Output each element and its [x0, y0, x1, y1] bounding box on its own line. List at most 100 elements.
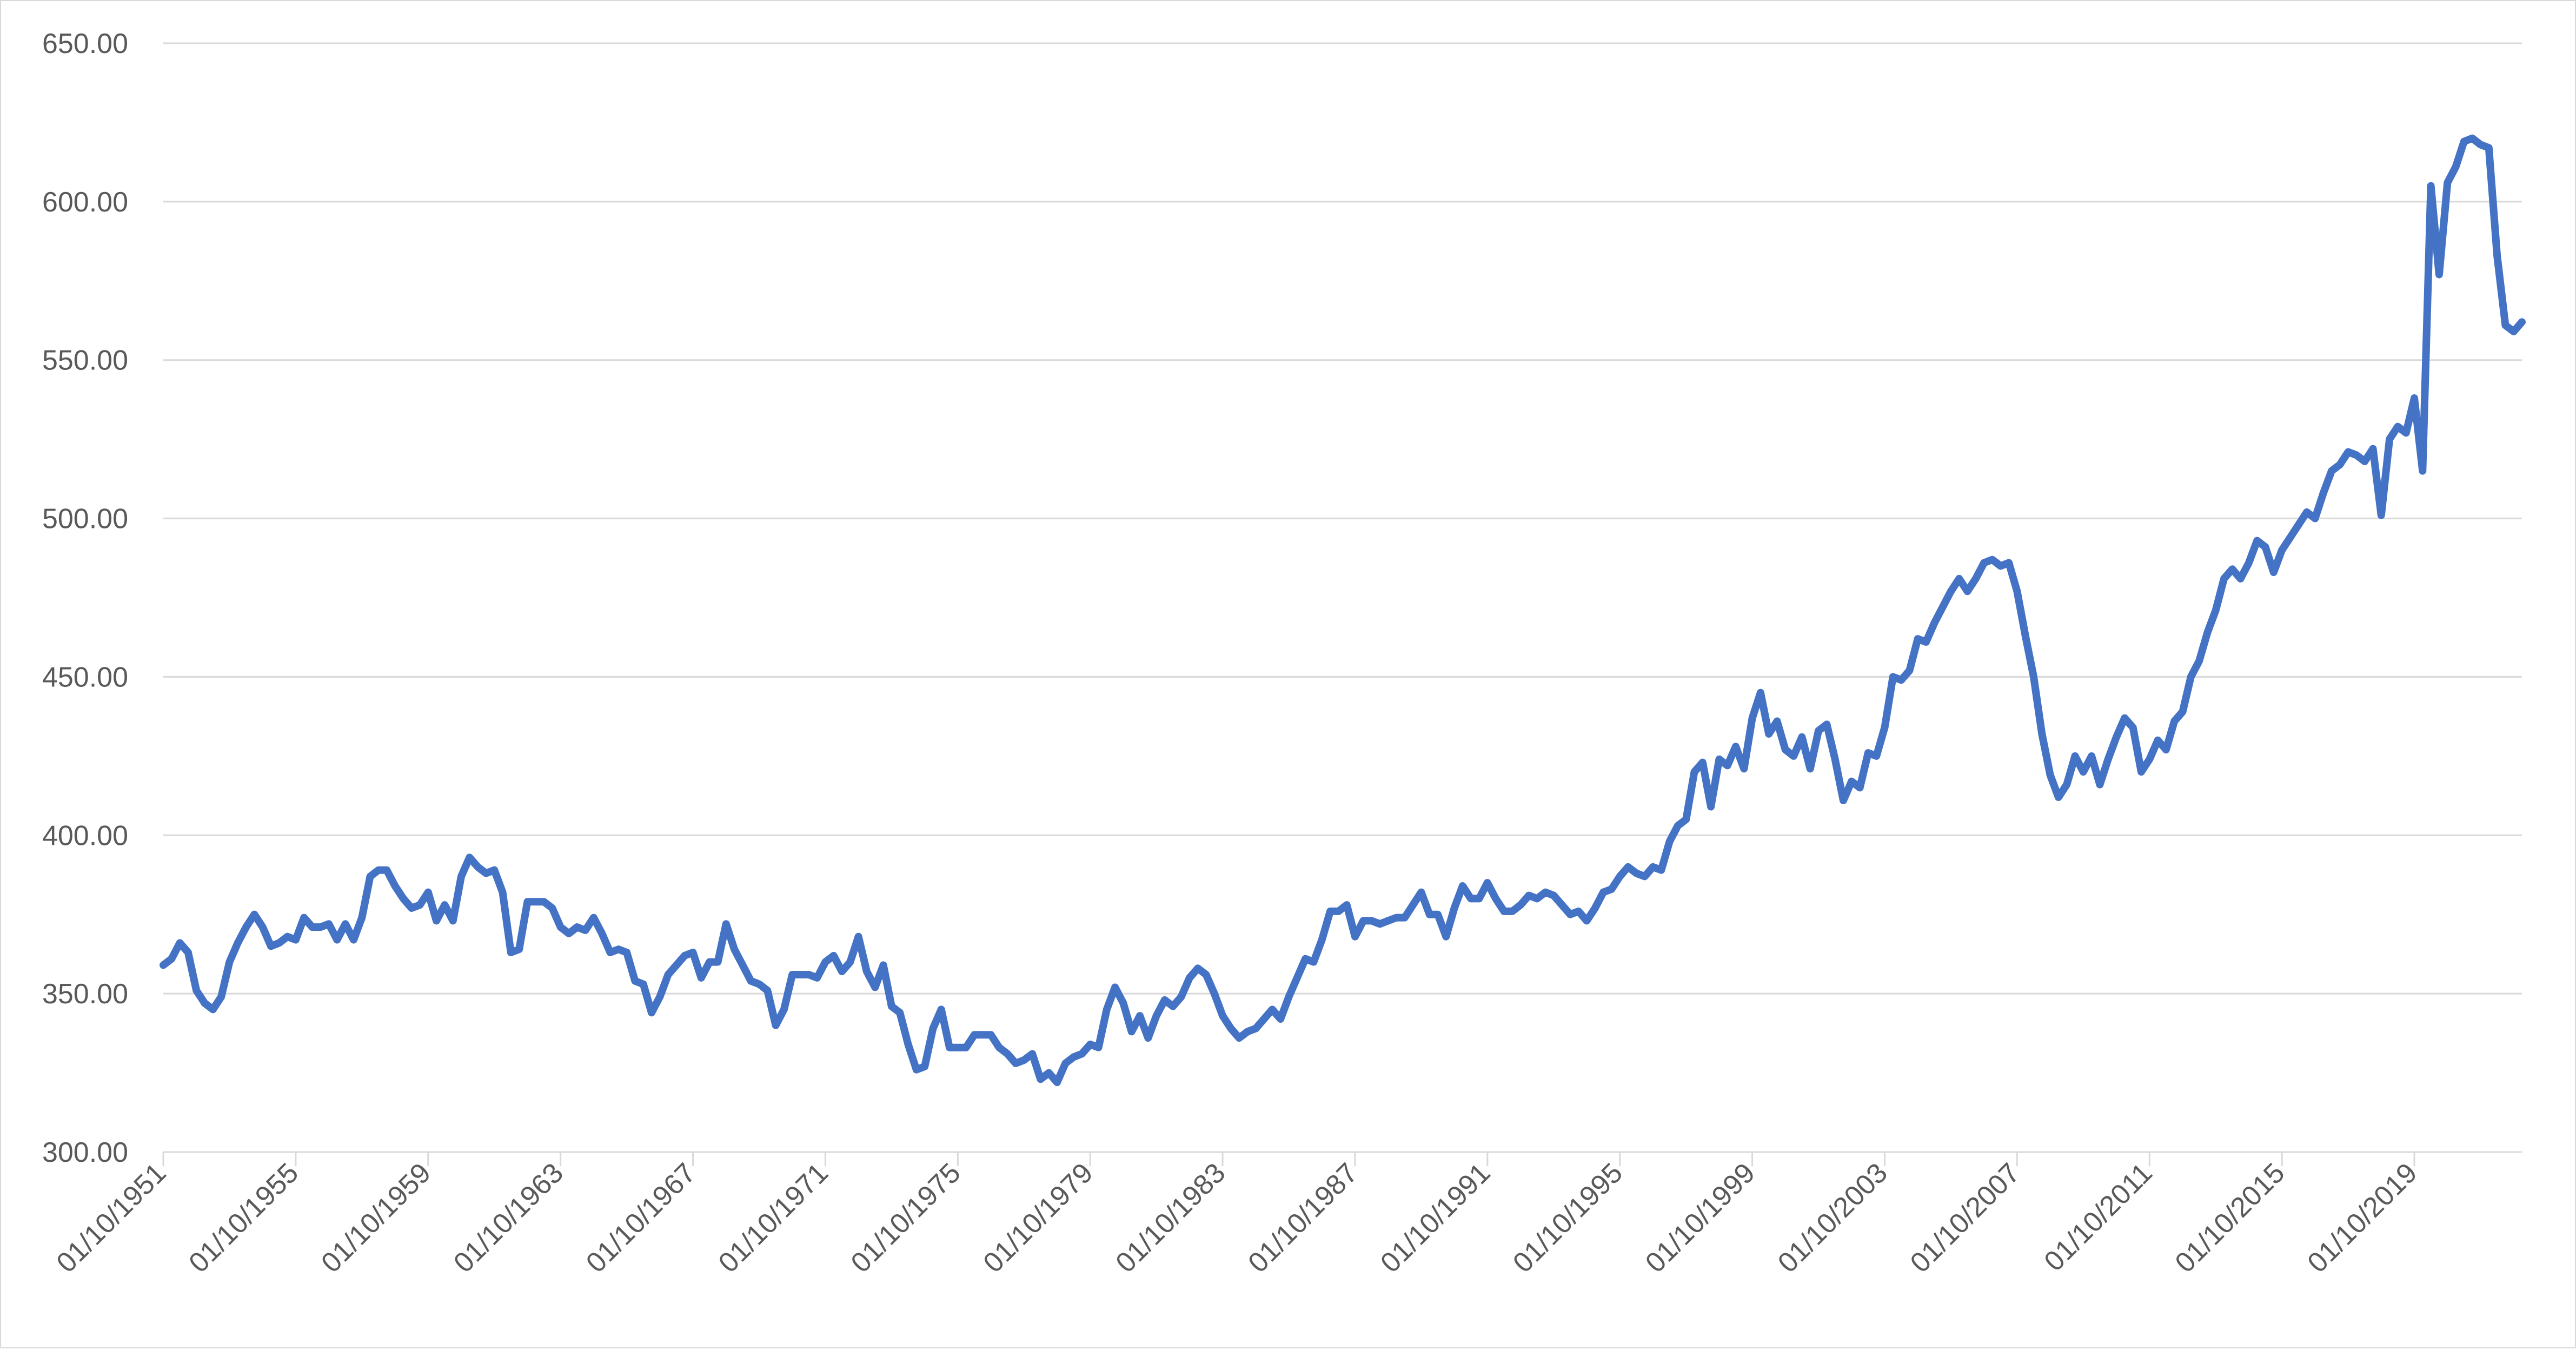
data-point — [1285, 993, 1293, 1001]
data-point — [433, 917, 440, 924]
data-point — [1061, 1060, 1069, 1067]
data-point — [913, 1066, 920, 1074]
data-point — [2394, 423, 2401, 431]
data-point — [590, 914, 597, 922]
data-point — [2228, 565, 2236, 573]
data-point — [921, 1063, 928, 1070]
data-point — [1608, 885, 1615, 893]
data-point — [2038, 730, 2046, 738]
data-point — [1542, 889, 1549, 896]
data-point — [731, 945, 738, 953]
data-point — [1509, 908, 1516, 915]
data-point — [474, 863, 482, 871]
x-tick-label: 01/10/2015 — [2169, 1157, 2291, 1279]
data-point — [1376, 920, 1384, 928]
data-point — [1111, 983, 1119, 991]
data-point — [2022, 632, 2029, 639]
data-point — [846, 958, 854, 966]
data-point — [2353, 451, 2360, 459]
data-point — [259, 923, 267, 931]
data-point — [1757, 689, 1764, 697]
data-point — [1897, 676, 1905, 684]
data-point — [797, 971, 805, 978]
data-point — [2361, 458, 2368, 465]
data-point — [1095, 1044, 1103, 1051]
data-point — [309, 923, 316, 931]
data-point — [350, 936, 357, 944]
data-point — [805, 971, 813, 978]
data-point — [2345, 448, 2352, 456]
data-point — [788, 971, 796, 978]
data-point — [482, 870, 490, 877]
data-point — [648, 1009, 655, 1016]
data-point — [2005, 559, 2013, 567]
data-point — [2411, 394, 2418, 402]
y-tick-label: 400.00 — [42, 820, 128, 851]
y-tick-label: 450.00 — [42, 661, 128, 693]
series-layer — [160, 134, 2526, 1087]
data-point — [1417, 889, 1425, 896]
data-point — [1252, 1025, 1259, 1033]
data-point — [1178, 993, 1185, 1001]
data-point — [1632, 870, 1640, 877]
data-point — [1699, 759, 1707, 766]
data-point — [2129, 724, 2137, 731]
data-point — [2295, 521, 2302, 528]
data-point — [2121, 714, 2128, 722]
y-tick-label: 650.00 — [42, 28, 128, 59]
data-point — [1774, 717, 1781, 725]
data-point — [896, 1009, 904, 1016]
data-point — [1856, 784, 1864, 791]
data-point — [1451, 904, 1458, 912]
data-point — [217, 993, 225, 1001]
data-point — [317, 923, 324, 931]
data-point — [871, 983, 879, 991]
data-point — [557, 923, 565, 931]
data-point — [1260, 1015, 1268, 1023]
data-point — [698, 974, 705, 982]
data-point — [1823, 720, 1830, 728]
data-point — [582, 927, 589, 934]
data-point — [1186, 974, 1193, 982]
data-point — [449, 917, 457, 924]
data-point — [499, 889, 507, 896]
data-point — [1749, 714, 1756, 722]
data-point — [2435, 271, 2443, 279]
data-point — [209, 1005, 217, 1013]
data-point — [1359, 917, 1367, 924]
data-point — [375, 866, 382, 874]
x-tick-label: 01/10/2011 — [2038, 1157, 2158, 1277]
data-point — [1840, 797, 1847, 804]
data-point — [2493, 252, 2501, 259]
data-point — [1997, 562, 2004, 570]
data-point — [1906, 667, 1913, 674]
data-point — [689, 949, 697, 956]
data-point — [383, 866, 390, 874]
data-point — [2427, 182, 2435, 190]
data-point — [400, 895, 407, 902]
data-point — [540, 898, 548, 905]
data-point — [2287, 534, 2294, 541]
data-point — [1831, 756, 1839, 763]
data-point — [515, 945, 523, 953]
data-point — [1964, 587, 1971, 595]
data-point — [706, 958, 713, 966]
data-point — [2146, 756, 2153, 763]
data-point — [2187, 673, 2195, 680]
data-point — [1715, 756, 1723, 763]
data-point — [1798, 733, 1805, 741]
x-tick-label: 01/10/1995 — [1507, 1157, 1629, 1279]
data-point — [962, 1044, 970, 1051]
data-point — [2510, 328, 2518, 335]
data-point — [1550, 892, 1557, 899]
data-point — [1169, 1003, 1177, 1010]
data-point — [523, 898, 531, 905]
data-point — [184, 949, 192, 956]
data-point — [763, 987, 771, 994]
data-point — [2237, 575, 2245, 583]
data-point — [1293, 974, 1301, 982]
data-point — [1790, 752, 1797, 760]
data-point — [640, 981, 647, 988]
data-point — [2311, 515, 2319, 522]
